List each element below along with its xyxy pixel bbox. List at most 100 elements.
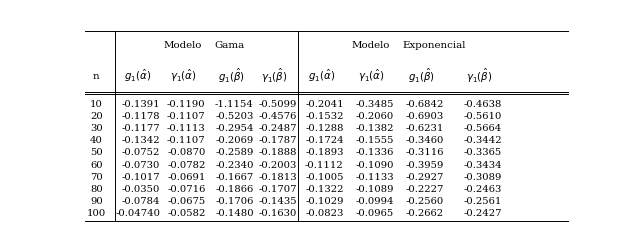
Text: -0.1090: -0.1090: [355, 160, 394, 170]
Text: -0.0675: -0.0675: [168, 197, 206, 206]
Text: -0.4576: -0.4576: [259, 112, 297, 121]
Text: -0.0782: -0.0782: [167, 160, 206, 170]
Text: Modelo: Modelo: [163, 41, 202, 50]
Text: -0.1787: -0.1787: [259, 136, 297, 145]
Text: -0.4638: -0.4638: [463, 100, 502, 108]
Text: -0.1724: -0.1724: [305, 136, 344, 145]
Text: -0.0784: -0.0784: [122, 197, 160, 206]
Text: -0.2487: -0.2487: [259, 124, 297, 133]
Text: -0.1113: -0.1113: [167, 124, 206, 133]
Text: 40: 40: [90, 136, 103, 145]
Text: -0.2340: -0.2340: [215, 160, 254, 170]
Text: -0.1706: -0.1706: [215, 197, 254, 206]
Text: -0.0994: -0.0994: [355, 197, 394, 206]
Text: -0.04740: -0.04740: [115, 209, 160, 218]
Text: -0.1391: -0.1391: [122, 100, 160, 108]
Text: -0.1555: -0.1555: [355, 136, 394, 145]
Text: 100: 100: [87, 209, 106, 218]
Text: -0.0965: -0.0965: [356, 209, 394, 218]
Text: $g_1(\hat{\beta})$: $g_1(\hat{\beta})$: [218, 67, 245, 85]
Text: -0.1888: -0.1888: [259, 148, 297, 158]
Text: -0.1382: -0.1382: [355, 124, 394, 133]
Text: 50: 50: [90, 148, 103, 158]
Text: -0.1813: -0.1813: [258, 173, 297, 182]
Text: -0.1112: -0.1112: [305, 160, 344, 170]
Text: -0.0730: -0.0730: [122, 160, 160, 170]
Text: -0.1336: -0.1336: [355, 148, 394, 158]
Text: -0.1089: -0.1089: [355, 185, 394, 194]
Text: -0.3959: -0.3959: [406, 160, 444, 170]
Text: -0.2560: -0.2560: [406, 197, 444, 206]
Text: -0.1893: -0.1893: [305, 148, 344, 158]
Text: -0.1707: -0.1707: [259, 185, 297, 194]
Text: -0.1322: -0.1322: [305, 185, 344, 194]
Text: -0.2427: -0.2427: [463, 209, 502, 218]
Text: -0.2041: -0.2041: [305, 100, 344, 108]
Text: -0.1005: -0.1005: [305, 173, 344, 182]
Text: -0.1178: -0.1178: [122, 112, 160, 121]
Text: -0.1866: -0.1866: [216, 185, 254, 194]
Text: -0.0691: -0.0691: [167, 173, 206, 182]
Text: -0.5099: -0.5099: [259, 100, 297, 108]
Text: -0.2003: -0.2003: [259, 160, 297, 170]
Text: -0.0752: -0.0752: [122, 148, 160, 158]
Text: -0.1133: -0.1133: [355, 173, 394, 182]
Text: 20: 20: [90, 112, 103, 121]
Text: -0.3442: -0.3442: [463, 136, 502, 145]
Text: -0.0823: -0.0823: [305, 209, 344, 218]
Text: n: n: [93, 72, 100, 81]
Text: -0.1532: -0.1532: [305, 112, 344, 121]
Text: $\gamma_1(\hat{\alpha})$: $\gamma_1(\hat{\alpha})$: [359, 68, 385, 84]
Text: $g_1(\hat{\alpha})$: $g_1(\hat{\alpha})$: [124, 68, 152, 84]
Text: -0.1288: -0.1288: [305, 124, 344, 133]
Text: -0.1630: -0.1630: [259, 209, 297, 218]
Text: -0.1435: -0.1435: [258, 197, 297, 206]
Text: 70: 70: [90, 173, 103, 182]
Text: -0.2060: -0.2060: [356, 112, 394, 121]
Text: -0.2069: -0.2069: [216, 136, 254, 145]
Text: $\gamma_1(\hat{\alpha})$: $\gamma_1(\hat{\alpha})$: [170, 68, 197, 84]
Text: -0.6842: -0.6842: [406, 100, 444, 108]
Text: $g_1(\hat{\alpha})$: $g_1(\hat{\alpha})$: [308, 68, 335, 84]
Text: $\gamma_1(\hat{\beta})$: $\gamma_1(\hat{\beta})$: [261, 67, 288, 85]
Text: -0.0870: -0.0870: [167, 148, 206, 158]
Text: -0.2589: -0.2589: [215, 148, 254, 158]
Text: -0.2227: -0.2227: [406, 185, 444, 194]
Text: -0.3434: -0.3434: [463, 160, 502, 170]
Text: 60: 60: [90, 160, 103, 170]
Text: -0.3089: -0.3089: [463, 173, 502, 182]
Text: -1.1154: -1.1154: [215, 100, 254, 108]
Text: $\gamma_1(\hat{\beta})$: $\gamma_1(\hat{\beta})$: [466, 67, 493, 85]
Text: -0.3365: -0.3365: [464, 148, 502, 158]
Text: Exponencial: Exponencial: [403, 41, 466, 50]
Text: 30: 30: [90, 124, 103, 133]
Text: -0.5610: -0.5610: [463, 112, 502, 121]
Text: 10: 10: [90, 100, 103, 108]
Text: -0.0716: -0.0716: [167, 185, 206, 194]
Text: Modelo: Modelo: [352, 41, 390, 50]
Text: -0.1480: -0.1480: [215, 209, 254, 218]
Text: -0.3460: -0.3460: [406, 136, 444, 145]
Text: -0.2954: -0.2954: [215, 124, 254, 133]
Text: 80: 80: [90, 185, 103, 194]
Text: -0.0350: -0.0350: [122, 185, 160, 194]
Text: -0.0582: -0.0582: [167, 209, 206, 218]
Text: -0.1107: -0.1107: [167, 112, 206, 121]
Text: -0.1190: -0.1190: [167, 100, 206, 108]
Text: Gama: Gama: [215, 41, 245, 50]
Text: -0.6903: -0.6903: [406, 112, 444, 121]
Text: -0.5203: -0.5203: [215, 112, 254, 121]
Text: -0.1107: -0.1107: [167, 136, 206, 145]
Text: -0.1667: -0.1667: [216, 173, 254, 182]
Text: -0.1342: -0.1342: [122, 136, 160, 145]
Text: -0.2463: -0.2463: [463, 185, 502, 194]
Text: -0.6231: -0.6231: [406, 124, 444, 133]
Text: -0.3116: -0.3116: [406, 148, 444, 158]
Text: -0.1177: -0.1177: [122, 124, 160, 133]
Text: -0.2561: -0.2561: [463, 197, 502, 206]
Text: -0.2927: -0.2927: [406, 173, 444, 182]
Text: -0.2662: -0.2662: [406, 209, 444, 218]
Text: $g_1(\hat{\beta})$: $g_1(\hat{\beta})$: [408, 67, 435, 85]
Text: 90: 90: [90, 197, 103, 206]
Text: -0.3485: -0.3485: [355, 100, 394, 108]
